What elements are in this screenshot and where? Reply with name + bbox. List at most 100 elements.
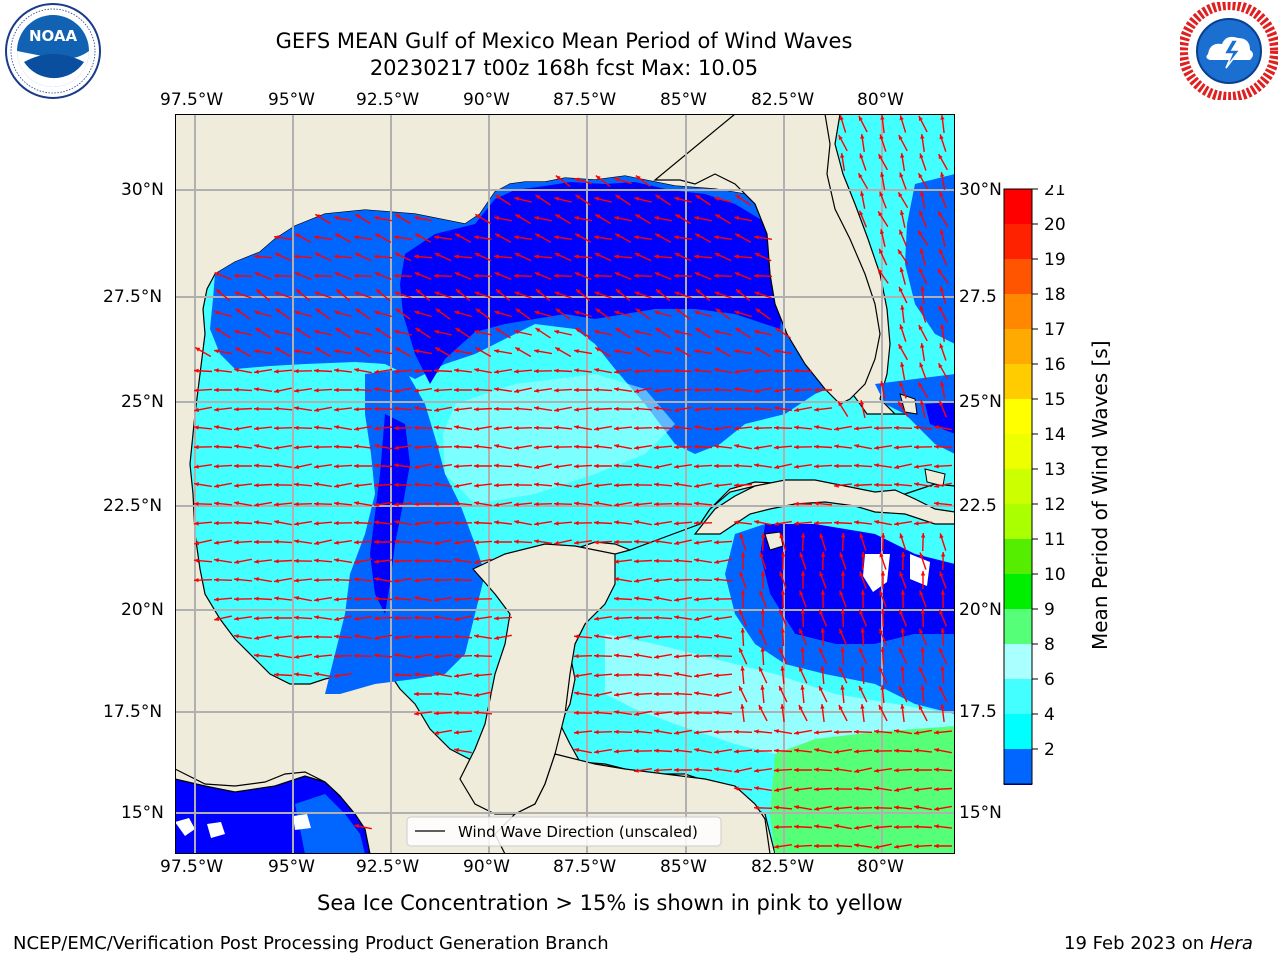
lat-label-left: 30°N (121, 180, 164, 200)
wind-arrow-head (435, 347, 441, 352)
wind-arrow-head (474, 426, 479, 431)
wind-arrow-head (898, 135, 903, 140)
wind-arrow-head (940, 552, 946, 557)
wind-arrow-head (254, 349, 259, 354)
wind-arrow-head (254, 254, 259, 259)
wind-arrow-head (918, 325, 923, 330)
wind-arrow-head (779, 571, 784, 577)
wind-arrow-head (234, 501, 239, 506)
wind-arrow-head (874, 426, 879, 431)
wind-arrow-head (714, 235, 719, 240)
wind-arrow-head (759, 552, 764, 558)
wind-arrow-head (434, 273, 439, 278)
wind-arrow-head (214, 501, 219, 506)
wind-arrow-head (939, 533, 944, 539)
wind-arrow-head (614, 596, 619, 601)
wind-arrow-head (434, 654, 439, 659)
wind-arrow-head (878, 211, 883, 217)
colorbar-tick-label: 11 (1044, 530, 1066, 550)
wind-arrow-head (454, 691, 459, 696)
wind-arrow-head (474, 559, 479, 564)
wind-arrow-head (374, 502, 379, 507)
wind-arrow-head (654, 406, 659, 411)
wind-arrow-head (654, 521, 659, 526)
wind-arrow-head (694, 387, 699, 393)
wind-arrow-head (514, 235, 519, 240)
wind-arrow-head (574, 177, 580, 182)
wind-arrow-head (715, 308, 721, 314)
nws-logo (1178, 0, 1280, 102)
wind-arrow-head (940, 704, 945, 709)
wind-arrow-head (694, 310, 700, 315)
wind-arrow-head (394, 253, 400, 258)
wind-arrow-head (194, 464, 199, 469)
wind-arrow-head (314, 444, 319, 450)
wind-arrow-head (654, 216, 659, 221)
wind-arrow-head (594, 540, 599, 545)
wind-arrow-head (574, 654, 579, 659)
wind-arrow-head (694, 368, 699, 373)
colorbar-tick-label: 16 (1044, 355, 1066, 375)
wind-arrow-head (494, 616, 499, 621)
wind-arrow-head (634, 748, 639, 754)
wind-arrow-head (314, 329, 320, 335)
wind-arrow-head (314, 273, 319, 278)
wind-arrow-head (940, 628, 945, 633)
wind-arrow-head (354, 824, 359, 829)
wind-arrow-head (900, 153, 905, 158)
wind-arrow-head (799, 628, 804, 634)
wind-arrow-head (414, 635, 419, 640)
wind-arrow-head (834, 786, 839, 792)
wind-arrow-head (634, 463, 639, 468)
wind-arrow-head (354, 291, 360, 296)
wind-arrow-head (794, 501, 799, 506)
wind-arrow-head (254, 369, 259, 374)
wind-arrow-head (454, 483, 459, 488)
wind-arrow-head (774, 368, 779, 374)
wind-arrow-head (394, 596, 399, 601)
wind-arrow-head (674, 464, 679, 469)
wind-arrow-head (555, 214, 561, 219)
wind-arrow-head (655, 233, 660, 238)
wind-arrow-head (794, 787, 799, 792)
wind-arrow-head (920, 343, 925, 348)
wind-arrow-head (294, 406, 299, 411)
wind-arrow-head (454, 730, 459, 735)
wind-arrow-head (554, 235, 559, 240)
wind-arrow-head (674, 521, 679, 526)
wind-arrow-head (294, 368, 299, 374)
wind-arrow-head (754, 768, 759, 773)
wind-arrow-head (940, 115, 945, 120)
wind-arrow-head (434, 634, 439, 640)
lat-label-right: 30°N (959, 180, 1002, 200)
wind-arrow-head (494, 483, 499, 488)
wind-arrow-head (694, 216, 699, 221)
wind-arrow-head (834, 463, 839, 469)
wind-arrow-head (794, 407, 799, 412)
wind-arrow-head (874, 445, 879, 450)
wind-arrow-head (354, 329, 360, 335)
wind-arrow-head (615, 328, 621, 333)
wind-arrow-head (734, 387, 739, 392)
wind-arrow-head (454, 577, 459, 582)
wind-arrow-head (234, 520, 239, 525)
wind-arrow-head (715, 347, 721, 352)
wind-arrow-head (534, 406, 539, 411)
wind-arrow-head (814, 843, 819, 849)
colorbar-swatch (1004, 609, 1032, 644)
lat-label-left: 27.5°N (103, 287, 163, 307)
wind-arrow-head (274, 445, 279, 450)
wind-arrow-head (414, 216, 419, 221)
wind-arrow-head (314, 578, 319, 583)
wind-arrow-head (334, 654, 339, 659)
wind-arrow-head (414, 521, 419, 526)
wind-arrow-head (919, 153, 924, 159)
wind-arrow-head (414, 654, 419, 659)
colorbar-tick-label: 19 (1044, 250, 1066, 270)
wind-arrow-head (634, 329, 640, 335)
wind-arrow-head (654, 349, 659, 354)
wind-arrow-head (754, 463, 759, 468)
wind-arrow-head (554, 501, 559, 506)
lon-label-top: 95°W (268, 90, 315, 110)
wind-arrow-head (760, 647, 765, 652)
